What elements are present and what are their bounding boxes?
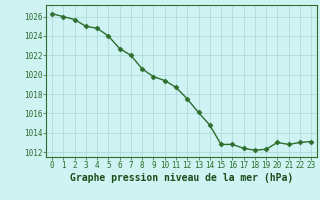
X-axis label: Graphe pression niveau de la mer (hPa): Graphe pression niveau de la mer (hPa) [70,173,293,183]
